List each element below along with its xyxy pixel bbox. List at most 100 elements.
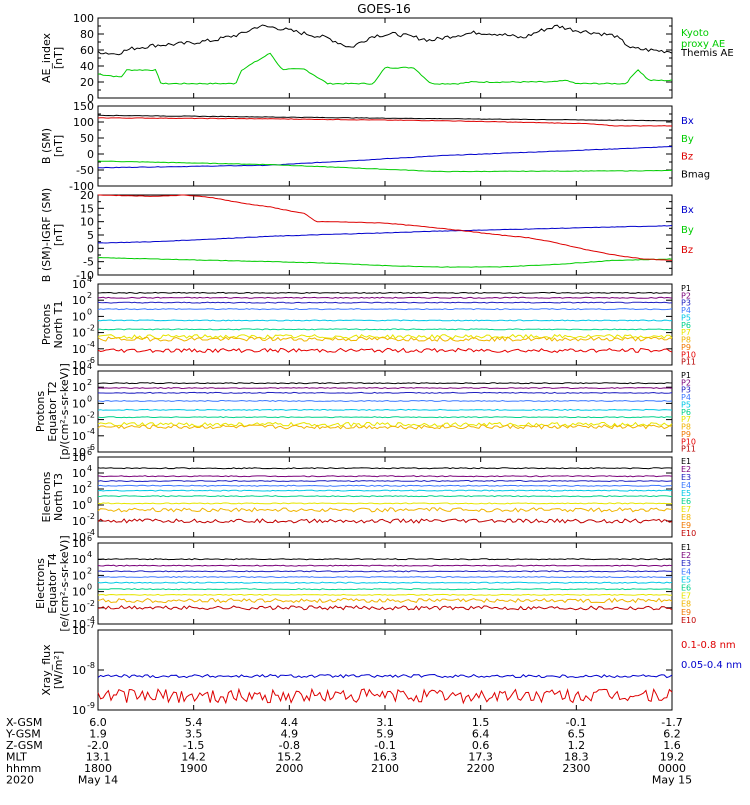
- y-axis-label: [nT]: [52, 135, 65, 157]
- series-line-e2: [97, 475, 673, 478]
- y-tick-label: 10: [72, 397, 86, 410]
- axis-row-label: X-GSM: [6, 716, 42, 729]
- axis-value: 0.6: [472, 739, 490, 752]
- legend-entry: E9: [681, 521, 691, 530]
- y-tick-exponent: 6: [87, 534, 92, 543]
- y-tick-label: 50: [80, 132, 94, 145]
- y-tick-exponent: -2: [87, 324, 95, 333]
- series-line-e8: [97, 597, 673, 604]
- legend-entry: P3: [681, 386, 691, 395]
- y-axis-label: AE_index: [40, 32, 53, 83]
- y-tick-label: 10: [72, 278, 86, 291]
- axis-row-label: MLT: [6, 751, 27, 764]
- y-tick-label: -10: [76, 269, 94, 282]
- y-tick-label: 10: [72, 451, 86, 464]
- axis-value: 2100: [371, 762, 399, 775]
- y-tick-exponent: -2: [87, 411, 95, 420]
- y-axis-label: [p/(cm²-s-sr-keV)]: [58, 363, 71, 460]
- legend-entry: E2: [681, 551, 691, 560]
- series-line-p4: [97, 308, 673, 311]
- y-axis-label: Protons: [40, 304, 53, 345]
- legend-entry: E3: [681, 473, 691, 482]
- series-line-e7: [97, 502, 673, 505]
- series-line-p3: [97, 391, 673, 394]
- y-tick-label: 10: [72, 531, 86, 544]
- axis-value: 6.5: [568, 728, 586, 741]
- legend-entry: Bz: [681, 152, 693, 163]
- series-line-bx: [97, 225, 673, 244]
- y-tick-label: 10: [80, 216, 94, 229]
- y-tick-label: 10: [72, 586, 86, 599]
- panel-frame: [97, 542, 673, 625]
- y-tick-exponent: -7: [87, 621, 95, 630]
- series-line-by: [97, 256, 673, 268]
- series-line-by: [97, 160, 672, 173]
- legend-entry: E8: [681, 513, 691, 522]
- y-tick-label: 10: [72, 483, 86, 496]
- axis-value: 15.2: [277, 751, 302, 764]
- y-tick-label: 10: [72, 343, 86, 356]
- y-tick-label: 10: [72, 704, 86, 717]
- axis-value: May 14: [78, 774, 118, 787]
- legend-entry: 0.05-0.4 nm: [681, 660, 742, 671]
- axis-value: 1.2: [568, 739, 586, 752]
- axis-value: 4.9: [281, 728, 299, 741]
- y-tick-label: 10: [72, 515, 86, 528]
- legend-entry: P1: [681, 371, 691, 380]
- axis-value: 5.4: [185, 716, 203, 729]
- series-line-kyoto-proxy-ae: [97, 52, 673, 85]
- legend-entry: P10: [681, 350, 696, 359]
- axis-value: -1.5: [183, 739, 204, 752]
- legend-entry: P9: [681, 343, 691, 352]
- y-tick-label: 60: [80, 44, 94, 57]
- y-tick-label: 100: [73, 12, 94, 25]
- y-tick-exponent: -4: [87, 427, 95, 436]
- y-tick-exponent: 4: [87, 550, 92, 559]
- legend-entry: E7: [681, 505, 691, 514]
- y-tick-exponent: 4: [87, 362, 92, 371]
- series-line-p7: [97, 333, 673, 340]
- series-line-e6: [97, 588, 673, 591]
- legend-entry: E6: [681, 584, 691, 593]
- y-axis-label: Electrons: [40, 471, 53, 522]
- axis-value: -0.1: [566, 716, 587, 729]
- y-tick-exponent: -6: [87, 356, 95, 365]
- series-line-p1: [97, 291, 673, 294]
- legend-entry: E1: [681, 457, 691, 466]
- y-tick-label: 10: [72, 365, 86, 378]
- y-axis-label: Xray_flux: [40, 644, 53, 696]
- y-tick-label: 10: [72, 359, 86, 372]
- y-tick-exponent: 4: [87, 464, 92, 473]
- series-line-p2: [97, 296, 673, 299]
- legend-entry: P1: [681, 284, 691, 293]
- legend-entry: 0.1-0.8 nm: [681, 640, 736, 651]
- y-tick-exponent: 4: [87, 275, 92, 284]
- y-axis-label: B (SM): [40, 128, 53, 164]
- y-tick-exponent: -2: [87, 599, 95, 608]
- axis-value: 13.1: [86, 751, 111, 764]
- series-line-bmag: [97, 114, 673, 122]
- y-tick-label: 150: [73, 100, 94, 113]
- series-line-p6: [97, 328, 673, 331]
- y-tick-label: 10: [72, 294, 86, 307]
- series-line-0-05-0-4-nm: [97, 673, 673, 679]
- y-axis-label: North T1: [52, 301, 65, 349]
- y-axis-label: North T3: [52, 473, 65, 521]
- y-axis-label: [W/m²]: [52, 651, 65, 689]
- series-line-bz: [97, 117, 673, 127]
- series-line-bz: [98, 194, 673, 261]
- series-line-p4: [97, 399, 673, 403]
- axis-value: 1800: [84, 762, 112, 775]
- plot-title: GOES-16: [357, 2, 411, 16]
- y-tick-exponent: 6: [87, 448, 92, 457]
- y-axis-label: B (SM)-IGRF (SM): [40, 188, 53, 282]
- y-tick-label: -100: [69, 180, 94, 193]
- legend-entry: P4: [681, 393, 691, 402]
- y-tick-exponent: 0: [87, 394, 92, 403]
